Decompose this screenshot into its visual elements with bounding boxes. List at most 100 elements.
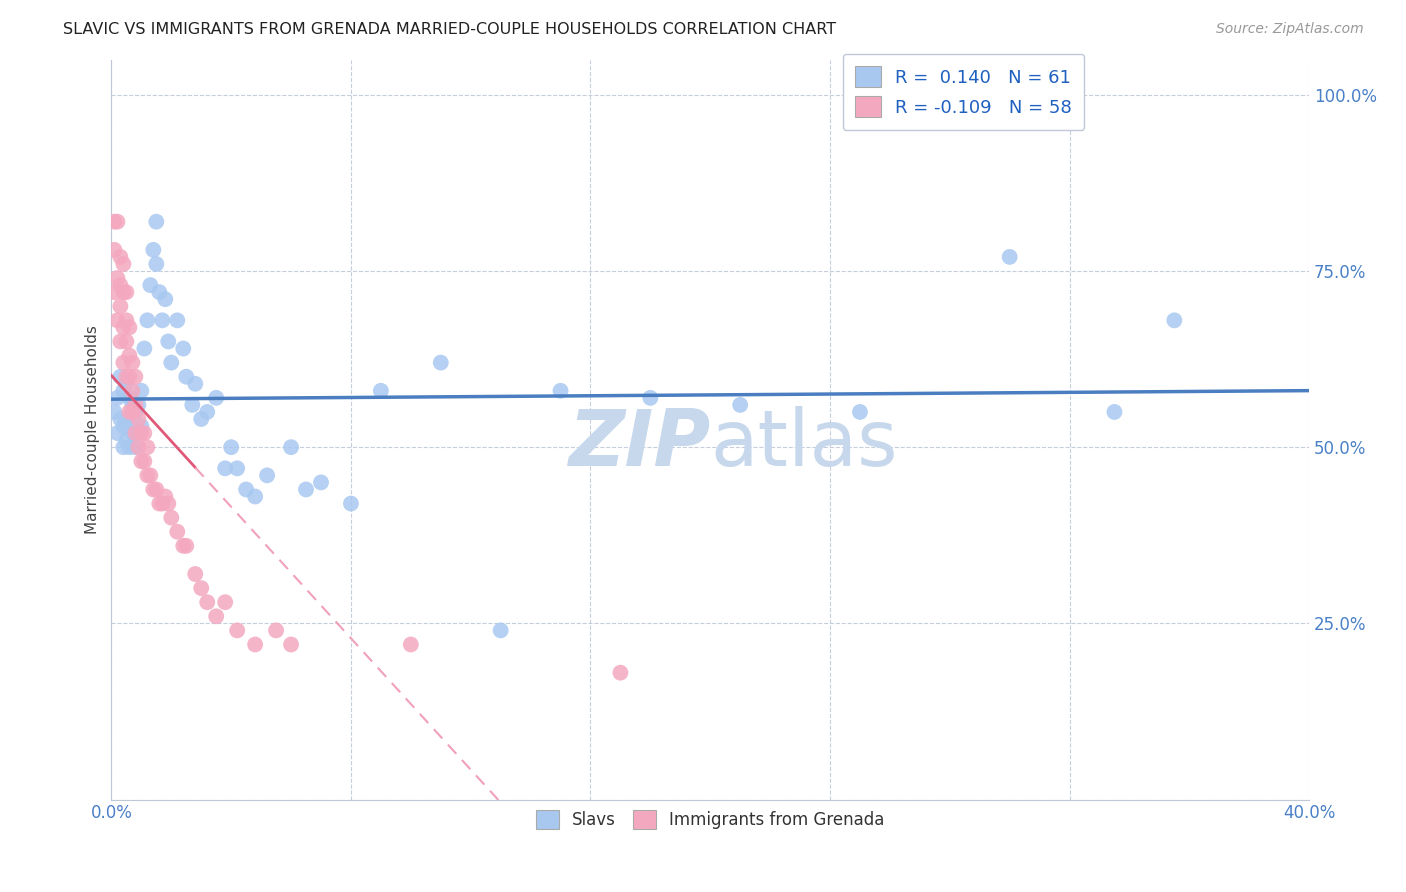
Point (1104, 405, 1126, 419)
Point (235, 483, 257, 497)
Point (205, 391, 228, 405)
Point (142, 243, 165, 257)
Point (112, 419, 135, 434)
Point (134, 454, 156, 468)
Point (105, 215, 128, 229)
Point (103, 405, 125, 419)
Point (118, 391, 141, 405)
Point (280, 638, 302, 652)
Point (115, 313, 138, 327)
Point (112, 320, 135, 334)
Point (155, 490, 177, 504)
Point (190, 412, 212, 426)
Text: atlas: atlas (710, 407, 898, 483)
Point (127, 412, 149, 426)
Point (121, 405, 143, 419)
Point (280, 440, 302, 454)
Point (148, 285, 170, 300)
Point (110, 278, 132, 293)
Point (115, 334, 138, 349)
Point (127, 440, 149, 454)
Point (256, 468, 278, 483)
Point (115, 285, 138, 300)
Point (184, 376, 207, 391)
Point (112, 257, 135, 271)
Point (118, 405, 141, 419)
Point (295, 483, 318, 497)
Point (112, 285, 135, 300)
Point (121, 398, 143, 412)
Point (115, 369, 138, 384)
Point (118, 440, 141, 454)
Point (110, 369, 132, 384)
Point (131, 384, 153, 398)
Point (118, 369, 141, 384)
Point (142, 483, 165, 497)
Point (131, 426, 153, 441)
Point (243, 490, 266, 504)
Point (609, 665, 631, 680)
Point (110, 334, 132, 349)
Point (127, 398, 149, 412)
Point (136, 468, 159, 483)
Point (124, 405, 146, 419)
Point (131, 419, 153, 434)
Point (124, 369, 146, 384)
Point (195, 405, 218, 419)
Point (1163, 313, 1185, 327)
Point (115, 412, 138, 426)
Point (150, 313, 173, 327)
Point (998, 250, 1021, 264)
Point (849, 405, 872, 419)
Point (145, 215, 167, 229)
Point (150, 497, 173, 511)
Point (121, 426, 143, 441)
Point (105, 313, 128, 327)
Point (429, 356, 451, 370)
Point (131, 454, 153, 468)
Point (550, 384, 572, 398)
Point (172, 342, 194, 356)
Point (148, 497, 170, 511)
Point (160, 356, 183, 370)
Point (118, 349, 141, 363)
Point (728, 398, 751, 412)
Point (243, 638, 266, 652)
Point (174, 539, 197, 553)
Point (112, 384, 135, 398)
Point (195, 595, 218, 609)
Point (105, 271, 128, 285)
Point (118, 419, 141, 434)
Point (110, 299, 132, 313)
Point (145, 483, 167, 497)
Point (157, 334, 180, 349)
Text: ZIP: ZIP (568, 407, 710, 483)
Point (121, 384, 143, 398)
Point (124, 398, 146, 412)
Point (136, 313, 159, 327)
Point (134, 426, 156, 441)
Point (166, 524, 188, 539)
Point (489, 624, 512, 638)
Point (139, 278, 162, 293)
Point (112, 440, 135, 454)
Point (115, 376, 138, 391)
Point (155, 292, 177, 306)
Text: SLAVIC VS IMMIGRANTS FROM GRENADA MARRIED-COUPLE HOUSEHOLDS CORRELATION CHART: SLAVIC VS IMMIGRANTS FROM GRENADA MARRIE… (63, 22, 837, 37)
Point (214, 461, 236, 475)
Point (134, 342, 156, 356)
Point (124, 440, 146, 454)
Point (399, 638, 422, 652)
Y-axis label: Married-couple Households: Married-couple Households (86, 325, 100, 534)
Legend: Slavs, Immigrants from Grenada: Slavs, Immigrants from Grenada (529, 803, 891, 836)
Point (121, 356, 143, 370)
Point (139, 468, 162, 483)
Point (174, 369, 197, 384)
Point (205, 609, 228, 624)
Point (105, 391, 128, 405)
Point (166, 313, 188, 327)
Point (118, 320, 141, 334)
Point (145, 257, 167, 271)
Point (160, 510, 183, 524)
Point (309, 475, 332, 490)
